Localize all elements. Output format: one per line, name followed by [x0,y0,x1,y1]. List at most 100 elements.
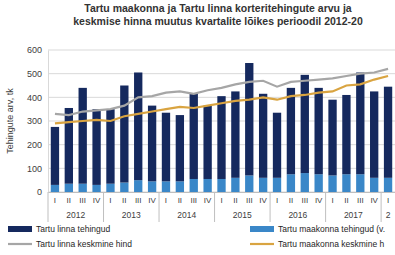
bar [203,106,211,179]
bar [287,174,295,192]
bar [217,96,225,179]
x-tick: III [357,192,364,205]
x-tick-label: IV [148,196,156,205]
y-tick-label: 0 [37,187,42,197]
legend-swatch [8,243,32,245]
y-tick-label: 100 [27,164,42,174]
line [55,76,388,123]
x-tick-label: IV [204,196,212,205]
x-tick: IV [93,192,101,205]
year-label: 2015 [233,210,252,220]
bar [328,100,336,176]
x-tick-label: II [122,196,126,205]
year-separator [214,192,215,222]
x-tick: I [165,192,167,205]
year-separator [48,192,49,222]
x-tick: I [54,192,56,205]
x-tick-label: IV [259,196,267,205]
x-tick-label: II [67,196,71,205]
year-label: 2014 [177,210,196,220]
title: Tartu maakonna ja Tartu linna korteriteh… [84,2,352,14]
bar [356,72,364,174]
x-tick: I [387,192,389,205]
bar [245,63,253,175]
x-tick-label: III [190,196,197,205]
x-tick: I [109,192,111,205]
x-tick: IV [204,192,212,205]
y-tick: 200 [27,140,48,150]
x-tick: III [301,192,308,205]
x-tick: I [220,192,222,205]
grid [48,50,395,192]
legend-swatch [250,243,274,245]
year-separator [325,192,326,222]
x-tick: IV [259,192,267,205]
bar [203,179,211,192]
x-tick: II [289,192,293,205]
x-tick-label: I [165,196,167,205]
x-tick-label: IV [370,196,378,205]
legend-item: Tartu linna keskmine hind [8,239,132,249]
bar [65,184,73,192]
bar [328,175,336,192]
bar [314,174,322,192]
legend-label: Tartu linna tehingud [36,224,110,234]
bar [79,88,87,184]
year-label: 2013 [122,210,141,220]
year-separator [159,192,160,222]
bar [190,179,198,192]
bar [65,108,73,184]
x-tick-label: II [178,196,182,205]
legend-swatch [8,226,32,232]
bar [106,184,114,192]
legend-swatch [250,226,274,232]
bar [162,113,170,182]
x-tick-label: II [289,196,293,205]
x-tick: III [190,192,197,205]
plot-area [51,63,392,192]
x-tick-label: III [357,196,364,205]
x-tick: III [246,192,253,205]
x-tick-label: I [54,196,56,205]
bar [120,86,128,183]
year-label: 2 [386,210,391,220]
y-tick-label: 500 [27,69,42,79]
bar [384,178,392,192]
grid-line [48,50,395,51]
bar [176,115,184,181]
y-tick-label: 400 [27,93,42,103]
legend-label: Tartu maakonna keskmine h [278,239,385,249]
bar [259,94,267,178]
bar [384,87,392,178]
bar [162,181,170,192]
x-tick-label: III [135,196,142,205]
bar [287,88,295,174]
legend-item: Tartu maakonna keskmine h [250,239,385,249]
bar [148,106,156,182]
x-tick-label: IV [93,196,101,205]
x-tick-label: III [246,196,253,205]
x-tick-label: II [233,196,237,205]
bar [134,72,142,180]
bar [51,185,59,192]
x-tick: II [178,192,182,205]
year-labels: 2012201320142015201620172 [48,192,391,222]
x-axis: IIIIIIIVIIIIIIIVIIIIIIIVIIIIIIIVIIIIIIIV… [49,192,395,205]
legend-item: Tartu linna tehingud [8,224,110,234]
x-tick: III [135,192,142,205]
x-tick-label: III [79,196,86,205]
bar [259,178,267,192]
bar [231,91,239,177]
y-axis: 0100200300400500600 [27,45,49,197]
x-tick-label: I [220,196,222,205]
year-separator [381,192,382,222]
y-tick-label: 600 [27,45,42,55]
x-axis-line [49,192,395,193]
legend-label: Tartu linna keskmine hind [36,239,132,249]
x-tick: II [344,192,348,205]
x-tick: III [79,192,86,205]
grid-line [48,73,395,74]
x-tick: II [233,192,237,205]
year-separator [270,192,271,222]
y-axis-title: Tehingute arv, tk [5,88,15,154]
